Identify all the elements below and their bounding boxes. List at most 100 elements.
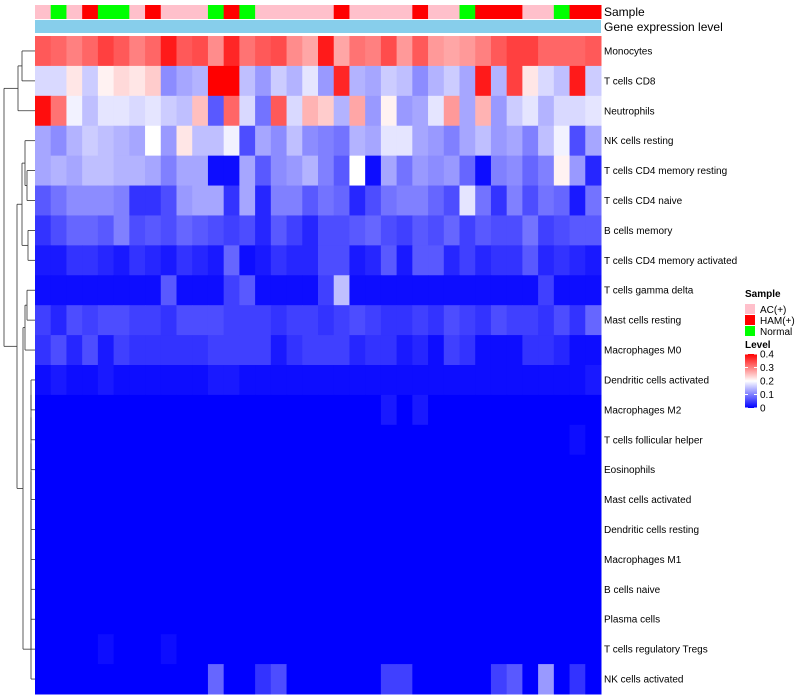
heatmap-cell: [35, 245, 52, 276]
heatmap-cell: [349, 305, 366, 336]
heatmap-cell: [459, 574, 476, 605]
heatmap-cell: [538, 604, 555, 635]
heatmap-cell: [506, 394, 523, 426]
heatmap-cell: [569, 454, 586, 486]
heatmap-cell: [459, 634, 476, 665]
heatmap-cell: [255, 514, 272, 545]
heatmap-cell: [255, 574, 272, 605]
heatmap-cell: [585, 394, 602, 426]
heatmap-cell: [443, 215, 460, 246]
heatmap-cell: [129, 65, 146, 97]
heatmap-cell: [239, 484, 256, 516]
sample-group-cell: [569, 5, 586, 19]
heatmap-cell: [160, 574, 177, 605]
heatmap-cell: [475, 95, 492, 127]
heatmap-cell: [333, 664, 350, 695]
heatmap-cell: [50, 454, 67, 486]
heatmap-cell: [66, 335, 83, 366]
heatmap-cell: [286, 574, 303, 605]
heatmap-cell: [160, 65, 177, 97]
heatmap-cell: [380, 275, 398, 306]
heatmap-cell: [35, 95, 52, 127]
heatmap-cell: [113, 484, 130, 516]
heatmap-cell: [302, 424, 319, 456]
heatmap-cell: [365, 95, 382, 127]
heatmap-cell: [490, 36, 508, 67]
heatmap-cell: [302, 36, 319, 67]
heatmap-cell: [82, 514, 99, 545]
sample-group-cell: [66, 5, 83, 19]
heatmap-cell: [585, 514, 602, 545]
heatmap-cell: [255, 634, 272, 665]
heatmap-cell: [129, 454, 146, 486]
heatmap-cell: [176, 155, 193, 187]
heatmap-cell: [553, 424, 571, 456]
heatmap-cell: [475, 185, 492, 216]
heatmap-cell: [270, 634, 288, 665]
heatmap-cell: [333, 514, 350, 545]
heatmap-cell: [302, 335, 319, 366]
heatmap-cell: [490, 245, 508, 276]
heatmap-cell: [538, 215, 555, 246]
heatmap-cell: [66, 185, 83, 216]
heatmap-cell: [270, 305, 288, 336]
heatmap-cell: [569, 574, 586, 605]
heatmap-cell: [50, 604, 67, 635]
row-label: NK cells resting: [604, 136, 673, 147]
heatmap-cell: [270, 514, 288, 545]
heatmap-cell: [97, 185, 115, 216]
heatmap-cell: [585, 604, 602, 635]
heatmap-cell: [396, 95, 413, 127]
heatmap-cell: [490, 484, 508, 516]
heatmap-cell: [145, 484, 162, 516]
heatmap-cell: [490, 125, 508, 157]
heatmap-cell: [207, 604, 225, 635]
heatmap-cell: [522, 514, 539, 545]
heatmap-cell: [380, 365, 398, 396]
heatmap-cell: [223, 95, 240, 127]
sample-group-cell: [207, 5, 225, 19]
heatmap-cell: [286, 544, 303, 575]
heatmap-cell: [50, 634, 67, 665]
heatmap-cell: [50, 125, 67, 157]
heatmap-cell: [207, 65, 225, 97]
heatmap-cell: [459, 484, 476, 516]
row-label: Eosinophils: [604, 465, 655, 476]
heatmap-cell: [475, 36, 492, 67]
heatmap-cell: [380, 65, 398, 97]
heatmap-cell: [129, 305, 146, 336]
heatmap-cell: [97, 275, 115, 306]
heatmap-cell: [538, 454, 555, 486]
heatmap-cell: [538, 365, 555, 396]
heatmap-cell: [207, 394, 225, 426]
heatmap-cell: [223, 394, 240, 426]
heatmap-cell: [490, 185, 508, 216]
heatmap-cell: [286, 634, 303, 665]
sample-group-cell: [380, 5, 398, 19]
heatmap-cell: [443, 484, 460, 516]
heatmap-cell: [475, 514, 492, 545]
heatmap-cell: [349, 394, 366, 426]
heatmap-cell: [192, 65, 209, 97]
heatmap-cell: [223, 634, 240, 665]
heatmap-cell: [349, 65, 366, 97]
heatmap-cells: [35, 36, 602, 695]
heatmap-cell: [522, 634, 539, 665]
heatmap-cell: [223, 514, 240, 545]
heatmap-cell: [412, 275, 429, 306]
row-label: Macrophages M2: [604, 405, 682, 416]
heatmap-cell: [129, 664, 146, 695]
heatmap-cell: [506, 245, 523, 276]
heatmap-cell: [349, 245, 366, 276]
heatmap-cell: [82, 335, 99, 366]
heatmap-cell: [35, 544, 52, 575]
heatmap-cell: [365, 484, 382, 516]
heatmap-cell: [302, 664, 319, 695]
heatmap-cell: [365, 305, 382, 336]
heatmap-cell: [113, 574, 130, 605]
heatmap-cell: [585, 664, 602, 695]
heatmap-cell: [585, 65, 602, 97]
sample-group-cell: [160, 5, 177, 19]
heatmap-cell: [302, 604, 319, 635]
